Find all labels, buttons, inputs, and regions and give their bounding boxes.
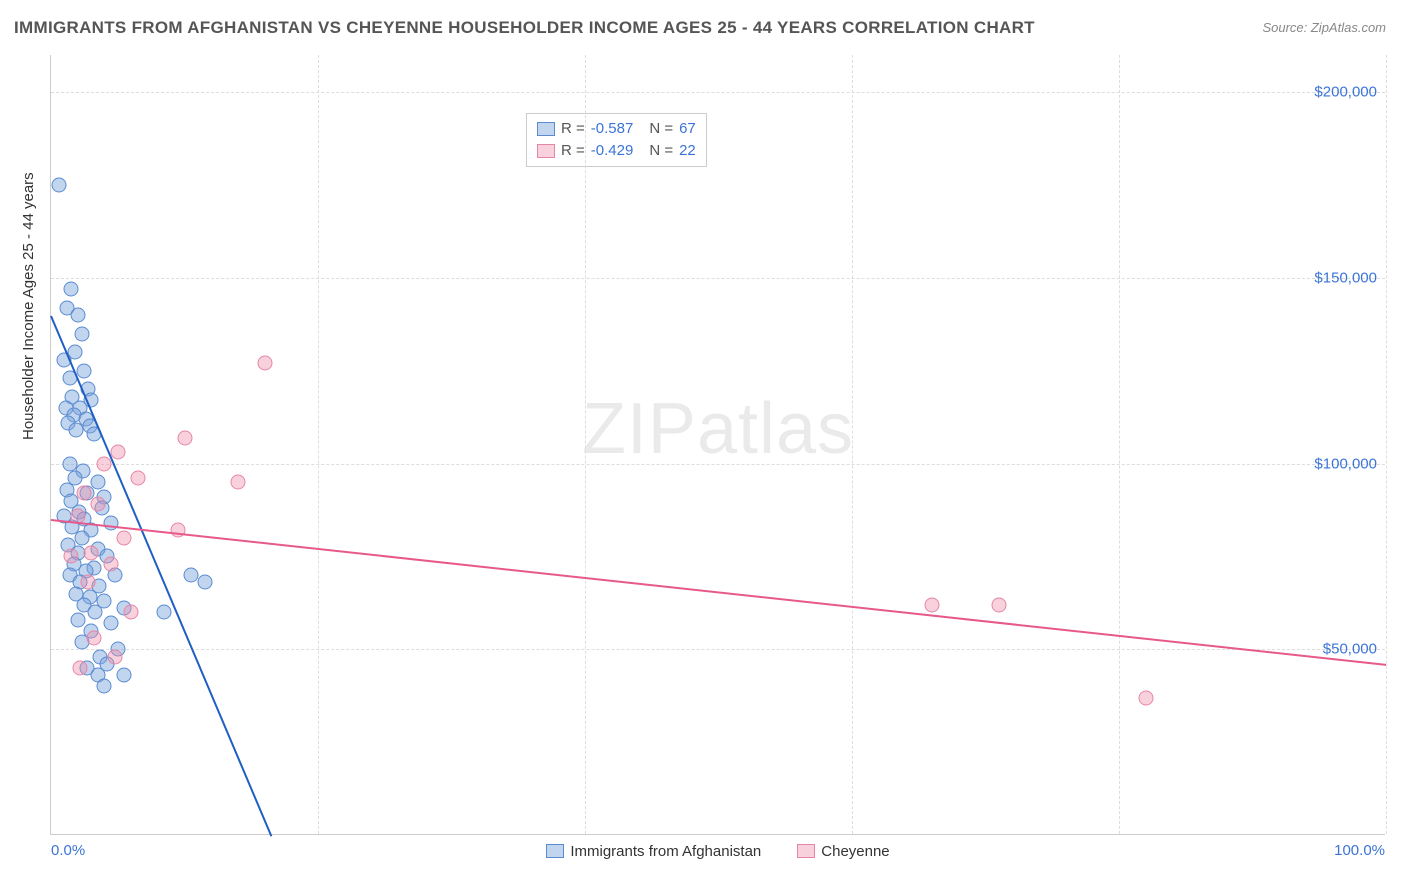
- source-credit: Source: ZipAtlas.com: [1262, 20, 1386, 35]
- n-label: N =: [649, 140, 673, 162]
- data-point-afghanistan: [104, 516, 119, 531]
- gridline-v: [1386, 55, 1387, 834]
- trendline-cheyenne: [51, 519, 1386, 666]
- data-point-cheyenne: [257, 356, 272, 371]
- legend-item: Immigrants from Afghanistan: [546, 843, 761, 860]
- data-point-cheyenne: [64, 549, 79, 564]
- watermark: ZIPatlas: [582, 388, 854, 470]
- gridline-v: [318, 55, 319, 834]
- gridline-h: [51, 278, 1385, 279]
- data-point-cheyenne: [84, 545, 99, 560]
- data-point-cheyenne: [170, 523, 185, 538]
- swatch-afghanistan: [537, 122, 555, 136]
- data-point-afghanistan: [52, 178, 67, 193]
- gridline-h: [51, 92, 1385, 93]
- n-value: 22: [679, 140, 696, 162]
- data-point-cheyenne: [108, 649, 123, 664]
- y-axis-label: Householder Income Ages 25 - 44 years: [20, 172, 37, 440]
- data-point-cheyenne: [73, 660, 88, 675]
- data-point-cheyenne: [1138, 690, 1153, 705]
- data-point-afghanistan: [77, 363, 92, 378]
- data-point-cheyenne: [86, 631, 101, 646]
- legend-swatch: [797, 844, 815, 858]
- chart-title: IMMIGRANTS FROM AFGHANISTAN VS CHEYENNE …: [14, 18, 1035, 38]
- data-point-cheyenne: [130, 471, 145, 486]
- data-point-cheyenne: [104, 556, 119, 571]
- r-value: -0.429: [591, 140, 634, 162]
- y-tick-label: $50,000: [1323, 641, 1377, 658]
- data-point-cheyenne: [124, 605, 139, 620]
- data-point-afghanistan: [74, 326, 89, 341]
- y-tick-label: $200,000: [1314, 84, 1377, 101]
- data-point-afghanistan: [74, 530, 89, 545]
- legend-item: Cheyenne: [797, 843, 889, 860]
- stats-legend: R = -0.587 N = 67 R = -0.429 N = 22: [526, 113, 707, 167]
- r-label: R =: [561, 140, 585, 162]
- data-point-afghanistan: [117, 668, 132, 683]
- n-value: 67: [679, 118, 696, 140]
- legend-swatch: [546, 844, 564, 858]
- gridline-v: [852, 55, 853, 834]
- data-point-afghanistan: [70, 612, 85, 627]
- data-point-cheyenne: [230, 475, 245, 490]
- plot-area: ZIPatlas R = -0.587 N = 67 R = -0.429 N = 2…: [50, 55, 1385, 835]
- r-label: R =: [561, 118, 585, 140]
- data-point-afghanistan: [69, 423, 84, 438]
- data-point-afghanistan: [104, 616, 119, 631]
- data-point-afghanistan: [197, 575, 212, 590]
- stats-row-afghanistan: R = -0.587 N = 67: [537, 118, 696, 140]
- swatch-cheyenne: [537, 144, 555, 158]
- gridline-v: [1119, 55, 1120, 834]
- gridline-h: [51, 649, 1385, 650]
- data-point-cheyenne: [90, 497, 105, 512]
- stats-row-cheyenne: R = -0.429 N = 22: [537, 140, 696, 162]
- y-tick-label: $100,000: [1314, 455, 1377, 472]
- data-point-cheyenne: [991, 597, 1006, 612]
- data-point-afghanistan: [157, 605, 172, 620]
- data-point-afghanistan: [64, 282, 79, 297]
- data-point-cheyenne: [77, 486, 92, 501]
- gridline-h: [51, 464, 1385, 465]
- data-point-cheyenne: [925, 597, 940, 612]
- series-legend: Immigrants from Afghanistan Cheyenne: [51, 843, 1385, 863]
- data-point-afghanistan: [88, 605, 103, 620]
- gridline-v: [585, 55, 586, 834]
- data-point-afghanistan: [70, 308, 85, 323]
- r-value: -0.587: [591, 118, 634, 140]
- data-point-cheyenne: [117, 530, 132, 545]
- legend-label: Cheyenne: [821, 843, 889, 860]
- data-point-cheyenne: [81, 575, 96, 590]
- n-label: N =: [649, 118, 673, 140]
- data-point-cheyenne: [177, 430, 192, 445]
- legend-label: Immigrants from Afghanistan: [570, 843, 761, 860]
- data-point-afghanistan: [97, 679, 112, 694]
- y-tick-label: $150,000: [1314, 269, 1377, 286]
